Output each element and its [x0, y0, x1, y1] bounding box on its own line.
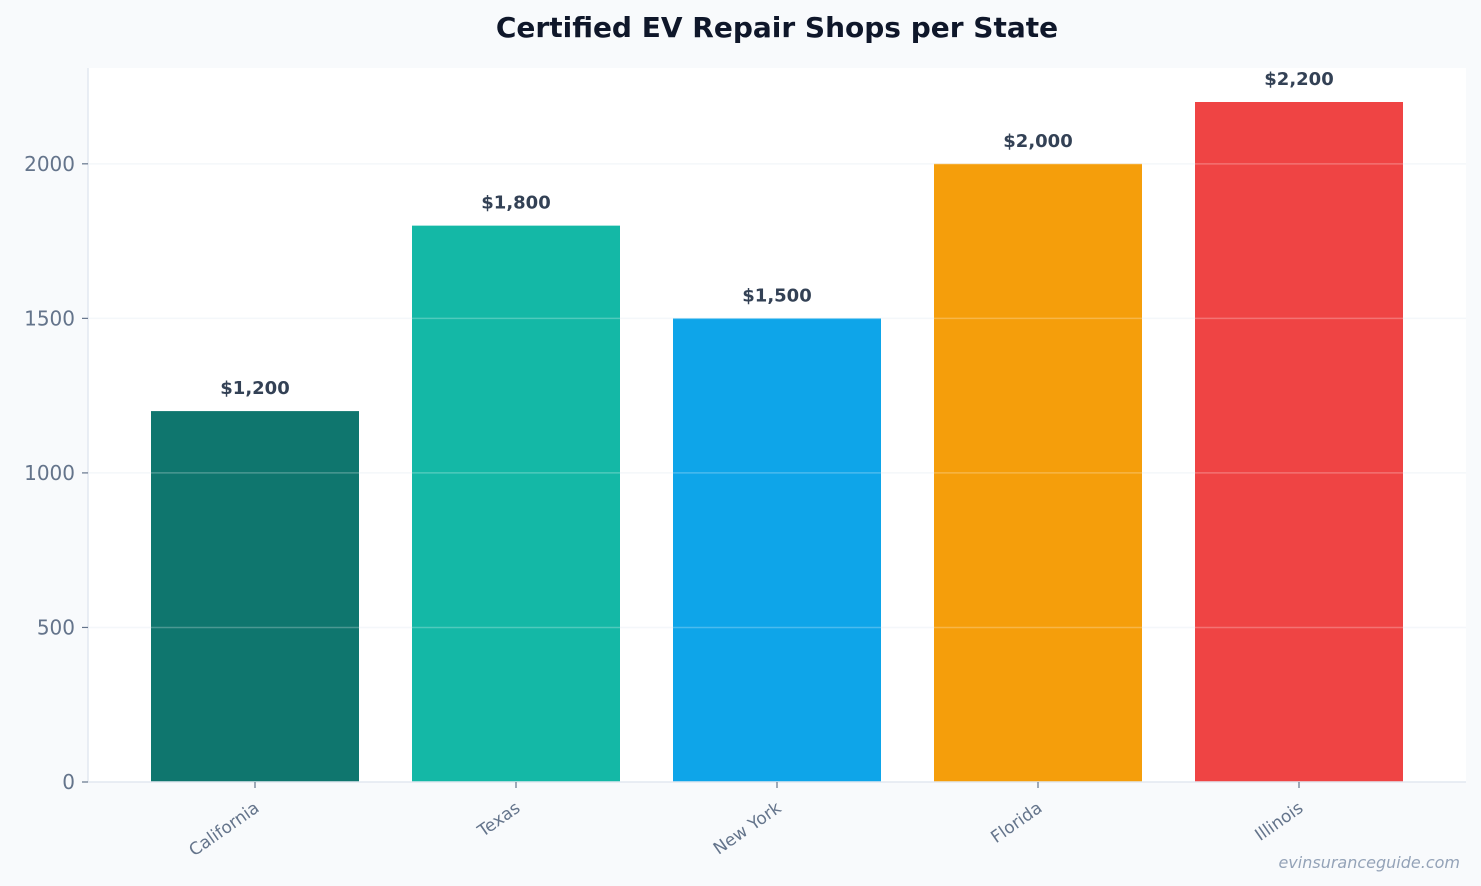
watermark: evinsuranceguide.com — [1278, 853, 1460, 872]
grid-overlay — [88, 163, 1466, 629]
x-tick-label: Illinois — [1252, 798, 1308, 845]
x-tick-label: Texas — [473, 798, 524, 842]
x-tick-label: Florida — [987, 798, 1046, 848]
data-label: $1,200 — [220, 378, 289, 399]
y-tick-label: 1000 — [24, 461, 75, 485]
bar — [412, 225, 620, 783]
data-label: $1,800 — [481, 193, 550, 214]
y-tick-label: 500 — [37, 615, 75, 639]
x-tick-label: California — [186, 798, 264, 861]
data-label: $2,000 — [1003, 131, 1072, 152]
data-label: $1,500 — [742, 285, 811, 306]
y-tick-label: 0 — [62, 770, 75, 794]
data-labels: $1,200 $1,800 $1,500 $2,000 $2,200 — [220, 69, 1333, 399]
y-tick-label: 2000 — [24, 152, 75, 176]
x-tick-label: New York — [710, 798, 785, 859]
bar — [1195, 102, 1403, 782]
y-tick-label: 1500 — [24, 306, 75, 330]
bar — [151, 411, 359, 782]
y-axis-ticks: 0 500 1000 1500 2000 — [24, 152, 88, 794]
bars — [151, 102, 1403, 783]
bar — [934, 163, 1142, 782]
chart-title: Certified EV Repair Shops per State — [496, 11, 1058, 44]
bar — [673, 318, 881, 782]
data-label: $2,200 — [1264, 69, 1333, 90]
x-axis-ticks: California Texas New York Florida Illinois — [186, 782, 1308, 861]
